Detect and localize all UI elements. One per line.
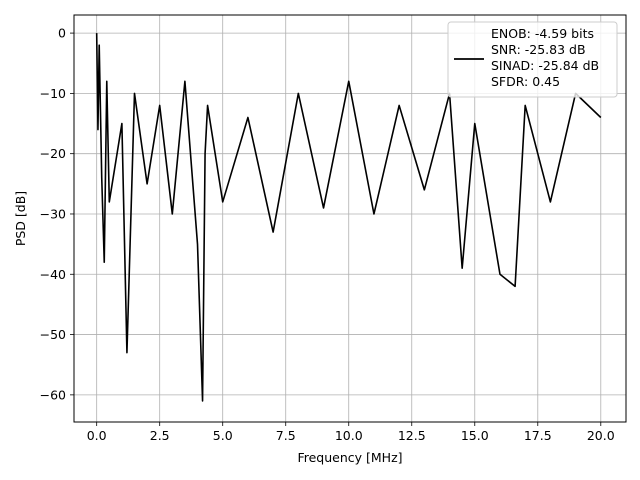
plot-frame: [73, 14, 627, 423]
x-axis-ticks: 0.0 2.5 5.0 7.5 10.0 12.5 15.0 17.5 20.0: [87, 422, 615, 443]
series-layer: [95, 33, 602, 402]
y-tick-label: −60: [40, 387, 66, 402]
y-tick-label: −50: [40, 327, 66, 342]
y-tick-label: −20: [40, 146, 66, 161]
y-axis-ticks: 0 −10 −20 −30 −40 −50 −60: [40, 26, 74, 402]
y-tick-label: 0: [58, 26, 66, 41]
x-axis-label: Frequency [MHz]: [297, 450, 402, 465]
x-tick-label: 2.5: [150, 428, 170, 443]
x-tick-label: 17.5: [524, 428, 552, 443]
x-tick-label: 12.5: [398, 428, 426, 443]
legend-line-sfdr: SFDR: 0.45: [491, 74, 560, 89]
x-tick-label: 20.0: [587, 428, 615, 443]
y-axis-label: PSD [dB]: [13, 191, 28, 246]
x-tick-label: 10.0: [335, 428, 363, 443]
x-tick-label: 7.5: [276, 428, 296, 443]
series-line: [95, 33, 602, 402]
legend-line-enob: ENOB: -4.59 bits: [491, 26, 594, 41]
legend-line-sinad: SINAD: -25.84 dB: [491, 58, 599, 73]
legend-line-snr: SNR: -25.83 dB: [491, 42, 586, 57]
y-tick-label: −30: [40, 206, 66, 221]
y-tick-label: −10: [40, 86, 66, 101]
x-tick-label: 5.0: [213, 428, 233, 443]
legend: ENOB: -4.59 bits SNR: -25.83 dB SINAD: -…: [447, 21, 618, 98]
x-tick-label: 0.0: [87, 428, 107, 443]
legend-box: [447, 21, 618, 98]
x-tick-label: 15.0: [461, 428, 489, 443]
y-tick-label: −40: [40, 267, 66, 282]
